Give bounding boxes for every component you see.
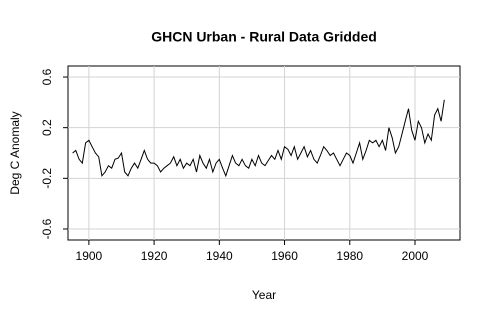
x-tick-label: 1900 (76, 249, 103, 263)
data-line (72, 99, 445, 178)
x-tick-label: 2000 (402, 249, 429, 263)
y-tick-label: 0.6 (40, 68, 54, 85)
x-tick-label: 1980 (336, 249, 363, 263)
x-tick-label: 1920 (141, 249, 168, 263)
chart-title: GHCN Urban - Rural Data Gridded (151, 29, 377, 45)
x-axis-label: Year (252, 288, 276, 302)
plot-frame (67, 65, 461, 241)
y-tick-label: -0.6 (40, 218, 54, 239)
x-tick-label: 1960 (271, 249, 298, 263)
y-tick-label: 0.2 (40, 119, 54, 136)
y-axis-label: Deg C Anomaly (8, 111, 22, 194)
y-tick-label: -0.2 (40, 168, 54, 189)
x-tick-label: 1940 (206, 249, 233, 263)
